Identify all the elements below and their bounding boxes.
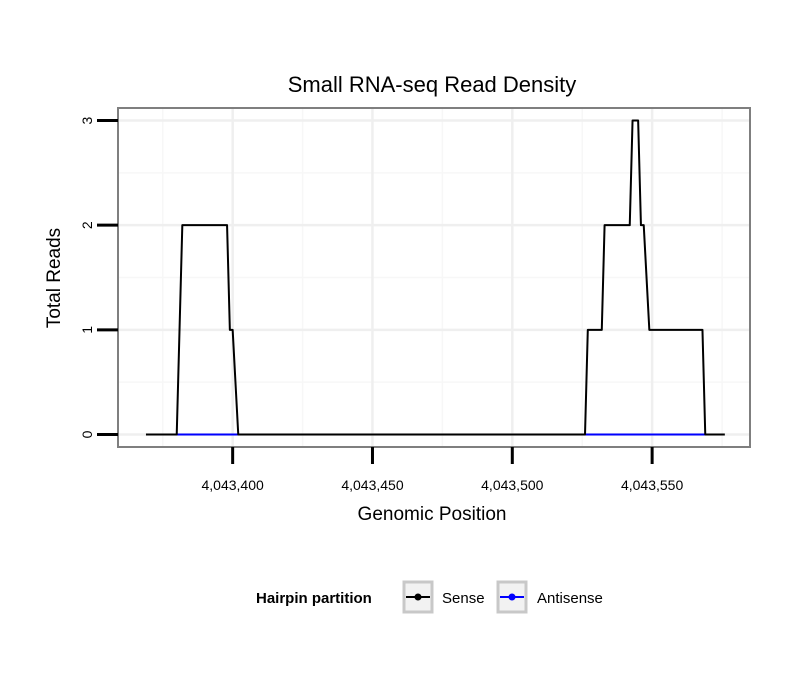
axis-layer: 4,043,400 4,043,450 4,043,500 4,043,550 0 1 2 3: [79, 116, 683, 493]
x-tick-label: 4,043,500: [481, 477, 543, 493]
legend-label-antisense: Antisense: [537, 590, 603, 607]
x-axis-label: Genomic Position: [358, 504, 507, 525]
plot-panel-border: [117, 107, 751, 448]
y-tick-label: 0: [79, 430, 95, 438]
y-tick-label: 2: [79, 221, 95, 229]
x-tick-label: 4,043,450: [341, 477, 403, 493]
legend-label-sense: Sense: [442, 590, 485, 607]
y-tick-label: 1: [79, 326, 95, 334]
chart-title: Small RNA-seq Read Density: [288, 72, 577, 97]
y-tick-label: 3: [79, 116, 95, 124]
grid-lines: [118, 108, 750, 447]
y-axis-label: Total Reads: [44, 228, 65, 328]
series-line-sense: [145, 119, 725, 436]
legend: Hairpin partition Sense Antisense: [256, 580, 603, 614]
x-tick-label: 4,043,400: [202, 477, 264, 493]
x-tick-label: 4,043,550: [621, 477, 683, 493]
legend-title: Hairpin partition: [256, 590, 372, 607]
legend-key-sense-point: [414, 593, 422, 601]
series-layer: [145, 119, 725, 436]
legend-key-antisense-point: [508, 593, 516, 601]
